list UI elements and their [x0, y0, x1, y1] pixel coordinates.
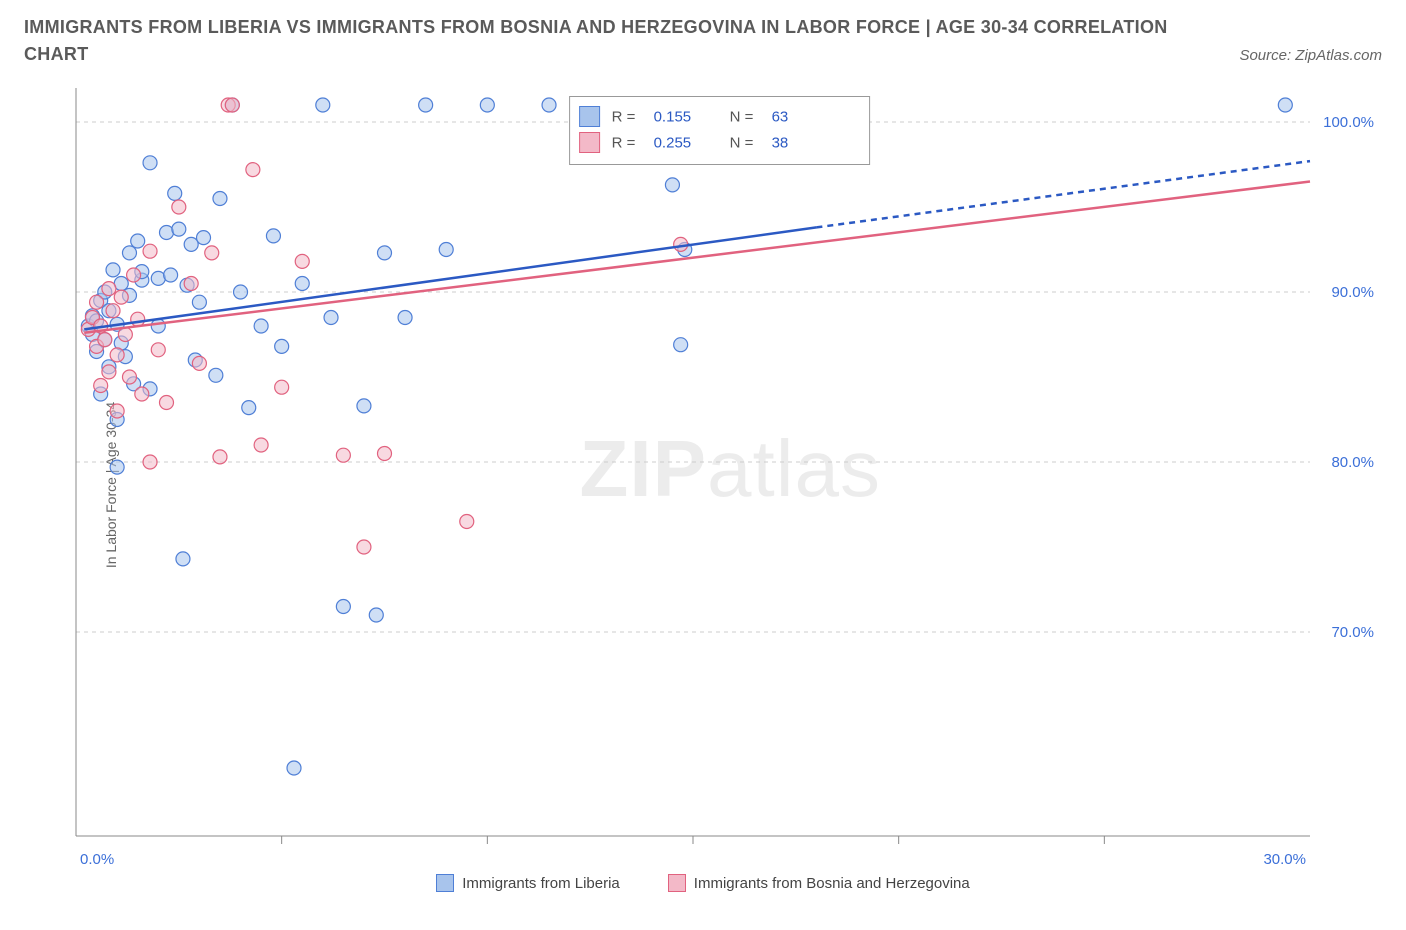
svg-text:N =: N = — [730, 109, 754, 126]
svg-text:63: 63 — [772, 109, 789, 126]
svg-text:90.0%: 90.0% — [1331, 284, 1374, 301]
svg-text:0.255: 0.255 — [654, 135, 692, 152]
bottom-legend: Immigrants from Liberia Immigrants from B… — [22, 874, 1384, 892]
svg-text:R =: R = — [612, 135, 636, 152]
svg-text:70.0%: 70.0% — [1331, 624, 1374, 641]
svg-text:0.155: 0.155 — [654, 109, 692, 126]
legend-item: Immigrants from Liberia — [436, 874, 620, 892]
legend-item: Immigrants from Bosnia and Herzegovina — [668, 874, 970, 892]
svg-text:R =: R = — [612, 109, 636, 126]
svg-text:30.0%: 30.0% — [1263, 851, 1306, 868]
legend-label: Immigrants from Bosnia and Herzegovina — [694, 875, 970, 892]
source-attribution: Source: ZipAtlas.com — [1239, 47, 1382, 68]
svg-text:80.0%: 80.0% — [1331, 454, 1374, 471]
svg-text:38: 38 — [772, 135, 789, 152]
svg-text:0.0%: 0.0% — [80, 851, 114, 868]
legend-swatch — [436, 874, 454, 892]
svg-text:N =: N = — [730, 135, 754, 152]
scatter-plot: 70.0% 80.0% 90.0% 100.0% 0.0% 30.0% R = 0.155 N … — [22, 80, 1384, 890]
chart-container: In Labor Force | Age 30-34 ZIPatlas 70.0… — [22, 80, 1384, 890]
chart-title: IMMIGRANTS FROM LIBERIA VS IMMIGRANTS FR… — [24, 14, 1204, 68]
svg-text:100.0%: 100.0% — [1323, 114, 1374, 131]
legend-label: Immigrants from Liberia — [462, 875, 620, 892]
legend-swatch — [668, 874, 686, 892]
